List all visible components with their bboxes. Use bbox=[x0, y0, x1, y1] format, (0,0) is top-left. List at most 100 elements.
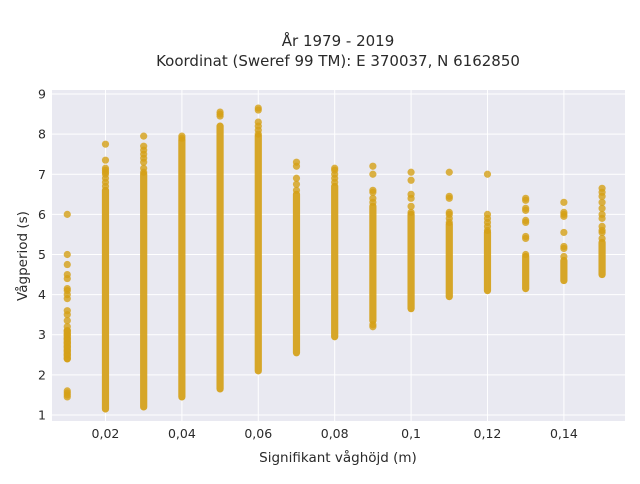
y-tick-label: 4 bbox=[38, 287, 46, 302]
data-point-cluster bbox=[331, 182, 339, 341]
data-point bbox=[292, 158, 301, 166]
data-point bbox=[254, 118, 262, 126]
data-point bbox=[101, 164, 110, 172]
data-column bbox=[254, 104, 262, 375]
data-point bbox=[522, 216, 530, 224]
data-point bbox=[407, 208, 415, 216]
y-tick-label: 1 bbox=[38, 407, 46, 422]
data-point bbox=[63, 317, 71, 325]
data-point-cluster bbox=[522, 252, 530, 293]
data-point bbox=[369, 170, 377, 178]
x-tick-label: 0,14 bbox=[550, 426, 578, 441]
data-point bbox=[560, 228, 568, 237]
data-column bbox=[522, 194, 530, 293]
x-tick-label: 0,06 bbox=[244, 426, 272, 441]
data-point bbox=[445, 168, 453, 176]
data-point bbox=[407, 168, 415, 176]
x-tick-label: 0,02 bbox=[92, 426, 120, 441]
data-point bbox=[407, 190, 415, 198]
data-point bbox=[598, 210, 606, 218]
x-tick-label: 0,08 bbox=[321, 426, 349, 441]
data-point bbox=[598, 184, 606, 192]
data-column bbox=[292, 158, 301, 357]
data-point bbox=[407, 176, 415, 184]
data-points bbox=[63, 104, 606, 413]
data-point-cluster bbox=[178, 136, 186, 401]
data-point-cluster bbox=[254, 132, 262, 375]
data-point-cluster bbox=[292, 190, 301, 357]
data-point bbox=[483, 210, 492, 218]
chart-title: År 1979 - 2019 bbox=[282, 31, 395, 50]
data-point-cluster bbox=[101, 186, 110, 413]
data-point-cluster bbox=[598, 238, 606, 279]
data-point bbox=[331, 164, 339, 172]
x-tick-label: 0,1 bbox=[401, 426, 421, 441]
data-column bbox=[598, 184, 606, 279]
data-column bbox=[216, 108, 224, 393]
x-tick-labels: 0,02 0,04 0,06 0,08 0,1 0,12 0,14 bbox=[92, 426, 578, 441]
data-point bbox=[445, 192, 453, 200]
y-tick-label: 8 bbox=[38, 127, 46, 142]
data-point bbox=[178, 132, 186, 140]
data-point bbox=[598, 234, 606, 243]
data-column bbox=[483, 170, 492, 295]
data-point bbox=[101, 156, 110, 164]
data-point bbox=[254, 104, 262, 112]
data-point bbox=[292, 186, 301, 194]
data-point bbox=[445, 208, 453, 216]
data-point bbox=[522, 194, 530, 202]
data-point-cluster bbox=[445, 220, 453, 301]
data-column bbox=[63, 210, 71, 401]
x-tick-label: 0,12 bbox=[474, 426, 502, 441]
data-point bbox=[560, 252, 568, 261]
data-point bbox=[598, 198, 606, 206]
data-point bbox=[292, 174, 301, 182]
data-column bbox=[331, 164, 339, 341]
y-tick-label: 2 bbox=[38, 367, 46, 382]
data-point bbox=[483, 170, 492, 178]
data-point bbox=[560, 242, 568, 251]
chart-subtitle: Koordinat (Sweref 99 TM): E 370037, N 61… bbox=[156, 52, 520, 70]
data-point bbox=[63, 307, 71, 315]
data-point bbox=[63, 285, 71, 293]
data-point bbox=[292, 180, 301, 188]
data-point bbox=[369, 321, 377, 329]
data-column bbox=[140, 132, 148, 411]
data-point bbox=[63, 210, 71, 218]
data-point bbox=[598, 222, 606, 231]
y-tick-label: 7 bbox=[38, 167, 46, 182]
data-point bbox=[598, 204, 606, 212]
data-point bbox=[63, 270, 71, 279]
data-point bbox=[369, 194, 377, 202]
data-point bbox=[369, 186, 377, 194]
data-column bbox=[178, 132, 186, 401]
data-point bbox=[369, 162, 377, 170]
data-point-cluster bbox=[407, 210, 415, 313]
data-point bbox=[216, 108, 224, 116]
data-point bbox=[560, 198, 568, 206]
data-column bbox=[445, 168, 453, 301]
data-point bbox=[63, 260, 71, 269]
y-tick-label: 5 bbox=[38, 247, 46, 262]
data-point bbox=[407, 202, 415, 210]
data-point bbox=[140, 164, 148, 172]
data-point bbox=[63, 323, 71, 331]
y-tick-label: 9 bbox=[38, 87, 46, 102]
data-column bbox=[560, 198, 568, 285]
data-column bbox=[407, 168, 415, 313]
y-tick-label: 3 bbox=[38, 327, 46, 342]
data-point bbox=[140, 142, 148, 150]
data-point-cluster bbox=[560, 256, 568, 285]
data-point bbox=[63, 387, 71, 395]
data-point-cluster bbox=[369, 202, 377, 325]
data-point bbox=[522, 204, 530, 212]
data-column bbox=[101, 140, 110, 413]
data-column bbox=[369, 162, 377, 331]
data-point-cluster bbox=[140, 170, 148, 411]
x-tick-label: 0,04 bbox=[168, 426, 196, 441]
y-axis-label: Vågperiod (s) bbox=[14, 211, 31, 301]
y-tick-labels: 1 2 3 4 5 6 7 8 9 bbox=[38, 87, 46, 423]
data-point bbox=[101, 140, 110, 148]
